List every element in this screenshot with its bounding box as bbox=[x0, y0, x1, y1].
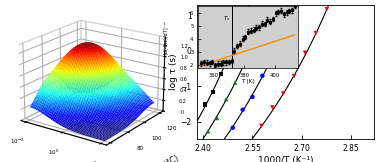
Point bbox=[279, 35, 285, 38]
Point bbox=[249, 96, 256, 98]
Point bbox=[270, 106, 276, 109]
Point bbox=[291, 75, 297, 77]
Point bbox=[259, 75, 265, 77]
Point bbox=[242, 15, 248, 17]
Point bbox=[234, 37, 240, 39]
X-axis label: 1000/T (K⁻¹): 1000/T (K⁻¹) bbox=[258, 156, 313, 162]
Point bbox=[232, 81, 238, 84]
Point bbox=[230, 126, 236, 129]
Point bbox=[223, 98, 229, 100]
Point bbox=[313, 32, 319, 35]
Y-axis label: log τ (s): log τ (s) bbox=[169, 54, 178, 90]
Point bbox=[218, 73, 224, 75]
Point bbox=[210, 90, 216, 93]
Point bbox=[324, 8, 330, 11]
Point bbox=[302, 51, 308, 54]
Point bbox=[280, 92, 286, 95]
Y-axis label: T (°C): T (°C) bbox=[156, 154, 180, 162]
Point bbox=[289, 13, 295, 16]
Point bbox=[226, 54, 232, 57]
Point bbox=[241, 63, 247, 65]
Point bbox=[259, 19, 265, 22]
Point bbox=[240, 108, 246, 111]
Point bbox=[259, 124, 265, 127]
Point bbox=[250, 45, 256, 48]
Point bbox=[202, 103, 208, 106]
Point bbox=[205, 130, 211, 133]
Point bbox=[214, 117, 220, 119]
Point bbox=[269, 59, 275, 61]
